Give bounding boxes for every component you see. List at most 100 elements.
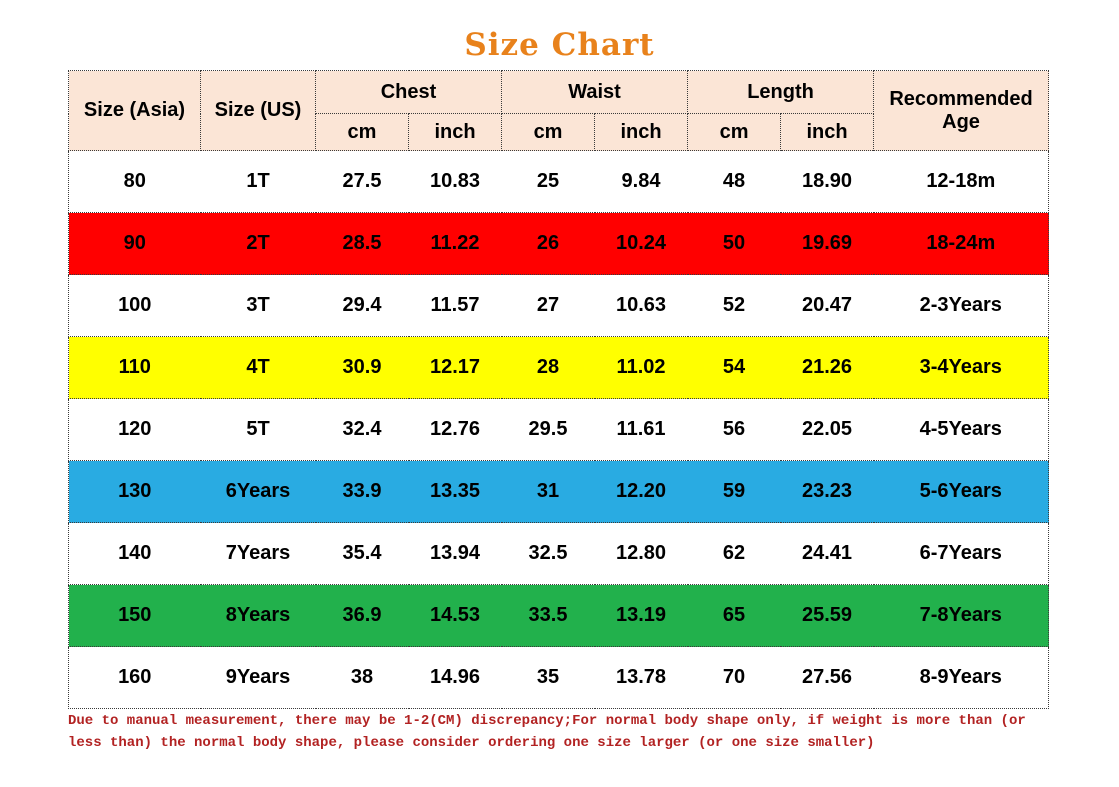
cell-length-cm: 62 <box>687 522 781 585</box>
cell-size-asia: 100 <box>68 274 201 337</box>
cell-length-inch: 21.26 <box>780 336 874 399</box>
cell-size-us: 6Years <box>200 460 316 523</box>
unit-header-length-cm: cm <box>687 113 782 151</box>
cell-length-inch: 23.23 <box>780 460 874 523</box>
cell-waist-cm: 32.5 <box>501 522 595 585</box>
cell-length-cm: 50 <box>687 212 781 275</box>
table-row: 130 6Years 33.9 13.35 31 12.20 59 23.23 … <box>68 460 1050 523</box>
table-row: 90 2T 28.5 11.22 26 10.24 50 19.69 18-24… <box>68 212 1050 275</box>
table-row: 120 5T 32.4 12.76 29.5 11.61 56 22.05 4-… <box>68 398 1050 461</box>
cell-size-us: 9Years <box>200 646 316 709</box>
cell-chest-cm: 36.9 <box>315 584 409 647</box>
cell-recommended-age: 2-3Years <box>873 274 1050 337</box>
cell-size-asia: 140 <box>68 522 201 585</box>
cell-recommended-age: 4-5Years <box>873 398 1050 461</box>
unit-header-chest-cm: cm <box>315 113 409 151</box>
cell-chest-inch: 12.17 <box>408 336 502 399</box>
cell-chest-cm: 33.9 <box>315 460 409 523</box>
cell-length-inch: 20.47 <box>780 274 874 337</box>
table-row: 80 1T 27.5 10.83 25 9.84 48 18.90 12-18m <box>68 150 1050 213</box>
cell-size-us: 4T <box>200 336 316 399</box>
cell-length-inch: 25.59 <box>780 584 874 647</box>
cell-chest-inch: 13.35 <box>408 460 502 523</box>
cell-chest-inch: 14.96 <box>408 646 502 709</box>
cell-waist-inch: 11.02 <box>594 336 688 399</box>
cell-waist-cm: 26 <box>501 212 595 275</box>
cell-length-inch: 22.05 <box>780 398 874 461</box>
cell-waist-inch: 12.20 <box>594 460 688 523</box>
cell-waist-cm: 35 <box>501 646 595 709</box>
cell-length-inch: 18.90 <box>780 150 874 213</box>
cell-size-asia: 160 <box>68 646 201 709</box>
cell-size-asia: 110 <box>68 336 201 399</box>
cell-waist-cm: 29.5 <box>501 398 595 461</box>
cell-waist-cm: 31 <box>501 460 595 523</box>
cell-size-asia: 150 <box>68 584 201 647</box>
cell-chest-inch: 11.57 <box>408 274 502 337</box>
size-chart-table: Size (Asia) Size (US) Chest Waist Length… <box>68 70 1050 709</box>
cell-recommended-age: 18-24m <box>873 212 1050 275</box>
table-row: 160 9Years 38 14.96 35 13.78 70 27.56 8-… <box>68 646 1050 709</box>
cell-size-us: 8Years <box>200 584 316 647</box>
col-header-length: Length <box>687 70 875 114</box>
cell-size-us: 2T <box>200 212 316 275</box>
cell-size-asia: 80 <box>68 150 201 213</box>
cell-recommended-age: 7-8Years <box>873 584 1050 647</box>
cell-length-cm: 48 <box>687 150 781 213</box>
cell-waist-inch: 11.61 <box>594 398 688 461</box>
cell-chest-inch: 11.22 <box>408 212 502 275</box>
col-header-size-us: Size (US) <box>200 70 316 151</box>
cell-length-cm: 52 <box>687 274 781 337</box>
cell-size-asia: 130 <box>68 460 201 523</box>
header-unit-row: cm inch cm inch cm inch <box>69 113 1049 151</box>
cell-waist-cm: 28 <box>501 336 595 399</box>
cell-length-cm: 56 <box>687 398 781 461</box>
cell-size-us: 5T <box>200 398 316 461</box>
cell-waist-cm: 27 <box>501 274 595 337</box>
cell-recommended-age: 3-4Years <box>873 336 1050 399</box>
unit-header-waist-cm: cm <box>501 113 596 151</box>
cell-length-cm: 59 <box>687 460 781 523</box>
unit-header-waist-inch: inch <box>594 113 689 151</box>
page-title: Size Chart <box>464 27 655 63</box>
cell-chest-cm: 28.5 <box>315 212 409 275</box>
cell-waist-inch: 9.84 <box>594 150 688 213</box>
cell-size-us: 1T <box>200 150 316 213</box>
cell-waist-inch: 13.19 <box>594 584 688 647</box>
col-header-recommended-age: Recommended Age <box>873 70 1050 151</box>
cell-chest-cm: 32.4 <box>315 398 409 461</box>
table-row: 110 4T 30.9 12.17 28 11.02 54 21.26 3-4Y… <box>68 336 1050 399</box>
cell-recommended-age: 8-9Years <box>873 646 1050 709</box>
cell-size-us: 7Years <box>200 522 316 585</box>
cell-chest-cm: 27.5 <box>315 150 409 213</box>
cell-chest-cm: 29.4 <box>315 274 409 337</box>
table-header: Size (Asia) Size (US) Chest Waist Length… <box>68 70 1050 151</box>
cell-length-inch: 19.69 <box>780 212 874 275</box>
cell-recommended-age: 5-6Years <box>873 460 1050 523</box>
cell-length-cm: 54 <box>687 336 781 399</box>
cell-waist-cm: 33.5 <box>501 584 595 647</box>
unit-header-length-inch: inch <box>780 113 875 151</box>
cell-length-inch: 24.41 <box>780 522 874 585</box>
header-group-row: Size (Asia) Size (US) Chest Waist Length… <box>68 70 1050 151</box>
cell-waist-cm: 25 <box>501 150 595 213</box>
cell-chest-inch: 10.83 <box>408 150 502 213</box>
cell-chest-inch: 14.53 <box>408 584 502 647</box>
col-header-waist: Waist <box>501 70 689 114</box>
measurement-disclaimer: Due to manual measurement, there may be … <box>68 710 1078 754</box>
cell-waist-inch: 13.78 <box>594 646 688 709</box>
cell-size-us: 3T <box>200 274 316 337</box>
cell-length-inch: 27.56 <box>780 646 874 709</box>
col-header-chest: Chest <box>314 70 503 114</box>
cell-length-cm: 65 <box>687 584 781 647</box>
cell-size-asia: 120 <box>68 398 201 461</box>
cell-chest-cm: 35.4 <box>315 522 409 585</box>
cell-length-cm: 70 <box>687 646 781 709</box>
table-row: 100 3T 29.4 11.57 27 10.63 52 20.47 2-3Y… <box>68 274 1050 337</box>
size-table-body: 80 1T 27.5 10.83 25 9.84 48 18.90 12-18m… <box>68 150 1050 709</box>
table-row: 150 8Years 36.9 14.53 33.5 13.19 65 25.5… <box>68 584 1050 647</box>
cell-waist-inch: 12.80 <box>594 522 688 585</box>
col-header-size-asia: Size (Asia) <box>68 70 201 151</box>
cell-waist-inch: 10.24 <box>594 212 688 275</box>
table-row: 140 7Years 35.4 13.94 32.5 12.80 62 24.4… <box>68 522 1050 585</box>
